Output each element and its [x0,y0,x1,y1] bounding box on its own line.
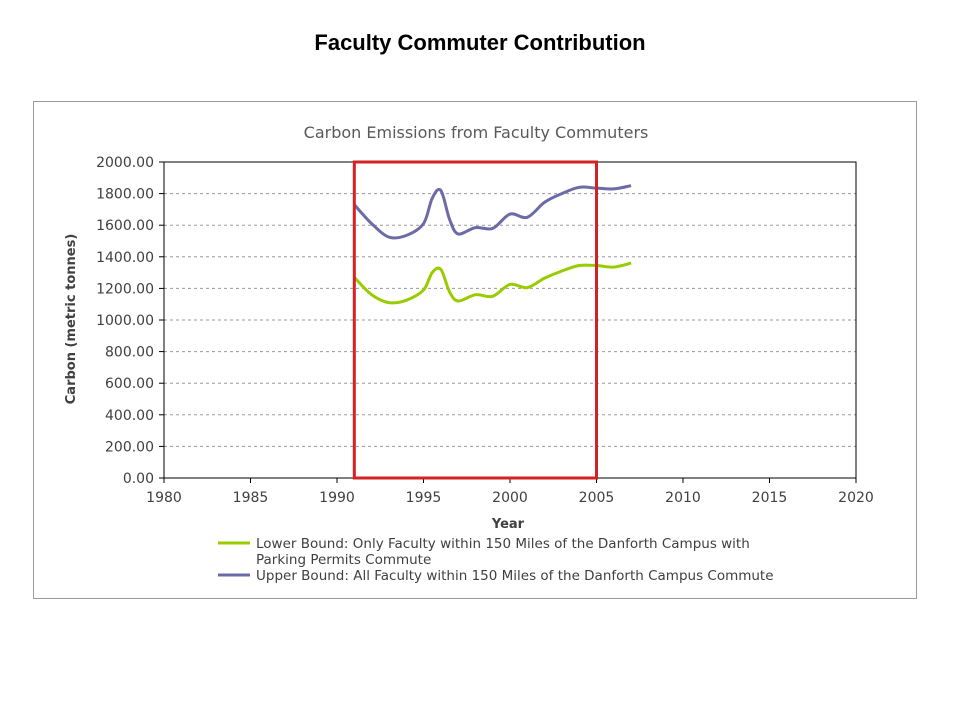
y-tick-label: 1600.00 [96,218,154,234]
y-tick-label: 1400.00 [96,250,154,266]
x-axis-label: Year [491,517,525,532]
legend-label-lower: Parking Permits Commute [256,552,431,568]
x-tick-label: 2010 [665,490,701,506]
highlight-box [352,160,598,480]
x-tick-label: 1985 [233,490,269,506]
y-tick-label: 1200.00 [96,281,154,297]
x-tick-label: 1990 [319,490,355,506]
lower-bound-line [353,261,632,305]
y-tick-label: 600.00 [105,376,154,392]
chart-title: Carbon Emissions from Faculty Commuters [304,123,649,142]
x-tick-label: 2000 [492,490,528,506]
chart-panel: Carbon Emissions from Faculty Commuters … [33,101,917,599]
y-tick-label: 1000.00 [96,313,154,329]
x-tick-label: 2020 [838,490,874,506]
legend-label-lower: Lower Bound: Only Faculty within 150 Mil… [256,536,750,552]
y-tick-label: 400.00 [105,408,154,424]
x-tick-label: 1980 [146,490,182,506]
slide-title: Faculty Commuter Contribution [314,30,646,55]
y-tick-label: 1800.00 [96,187,154,203]
upper-bound-line [353,184,632,240]
legend: Lower Bound: Only Faculty within 150 Mil… [218,536,774,584]
y-tick-label: 2000.00 [96,155,154,171]
x-tick-label: 1995 [406,490,442,506]
y-axis-label: Carbon (metric tonnes) [64,234,79,405]
x-tick-label: 2015 [752,490,788,506]
y-tick-label: 0.00 [123,471,154,487]
emissions-chart: Carbon Emissions from Faculty Commuters … [64,123,874,584]
y-tick-label: 200.00 [105,439,154,455]
legend-label-upper: Upper Bound: All Faculty within 150 Mile… [256,568,774,584]
y-tick-label: 800.00 [105,345,154,361]
x-tick-label: 2005 [579,490,615,506]
